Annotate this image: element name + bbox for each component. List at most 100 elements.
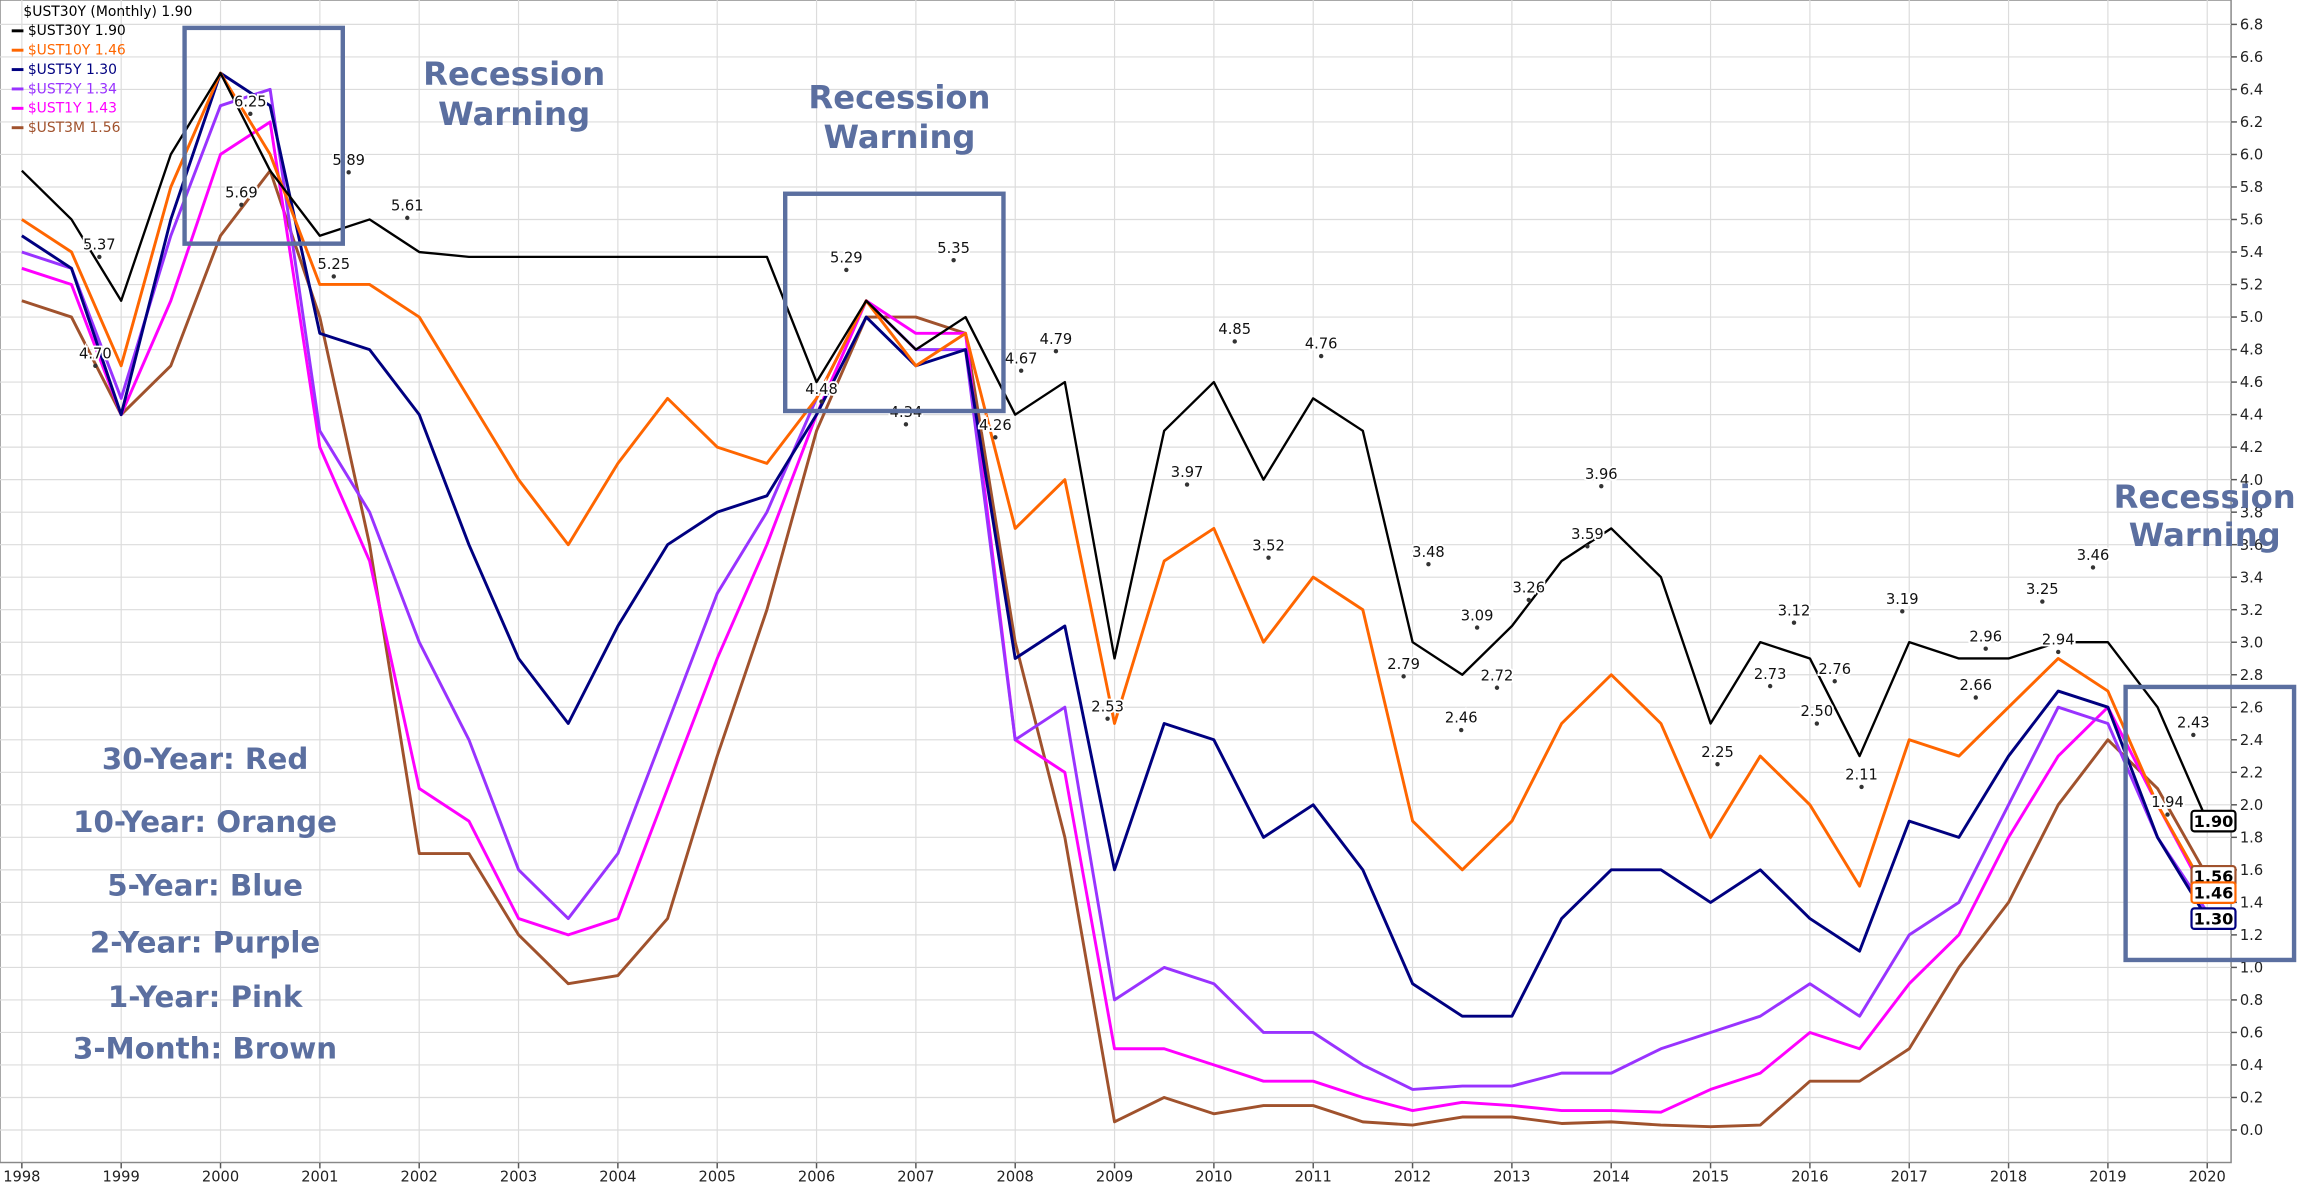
point-marker <box>97 254 102 260</box>
y-tick-label: 1.0 <box>2240 960 2263 977</box>
x-tick-label: 2000 <box>202 1169 239 1186</box>
point-marker <box>346 170 351 175</box>
recession-note: Recession <box>423 55 605 93</box>
x-tick-label: 2004 <box>599 1169 636 1186</box>
y-tick-label: 5.8 <box>2240 179 2263 196</box>
point-label: 5.25 <box>317 256 350 273</box>
y-tick-label: 1.6 <box>2240 862 2263 879</box>
end-label-box <box>2190 809 2237 833</box>
end-label-box <box>2190 881 2237 904</box>
point-marker <box>1791 620 1797 625</box>
recession-note: Warning <box>823 118 975 156</box>
x-tick-label: 2016 <box>1791 1169 1828 1186</box>
point-label: 2.25 <box>1701 744 1734 761</box>
y-tick-label: 2.6 <box>2240 699 2263 716</box>
point-marker <box>1426 561 1431 567</box>
point-marker <box>1184 482 1190 487</box>
point-marker <box>1983 646 1988 651</box>
key-note: 1-Year: Pink <box>108 980 304 1014</box>
point-label: 3.59 <box>1571 526 1604 543</box>
y-tick-label: 0.2 <box>2240 1090 2263 1107</box>
point-marker <box>903 422 909 427</box>
x-tick-label: 2011 <box>1295 1169 1332 1186</box>
series-line <box>21 71 2209 894</box>
point-marker <box>239 202 244 208</box>
plot-area <box>0 0 2232 1164</box>
x-tick-label: 2010 <box>1195 1169 1232 1186</box>
point-label: 1.94 <box>2151 794 2184 811</box>
x-tick-label: 2019 <box>2089 1169 2126 1186</box>
y-tick-label: 3.2 <box>2240 602 2263 619</box>
y-tick-label: 1.8 <box>2240 829 2263 846</box>
point-label: 2.46 <box>1445 710 1478 727</box>
point-label: 4.67 <box>1005 350 1038 367</box>
point-marker <box>1900 609 1905 614</box>
series-line <box>21 169 2209 1129</box>
point-marker <box>1018 368 1024 373</box>
point-marker <box>1767 683 1773 689</box>
point-label: 2.50 <box>1801 703 1834 720</box>
y-tick-label: 4.4 <box>2240 407 2263 424</box>
point-label: 6.25 <box>234 93 267 110</box>
end-label: 1.30 <box>2194 909 2234 928</box>
series-line <box>21 71 2209 822</box>
point-marker <box>248 111 253 117</box>
recession-note: Recession <box>2114 478 2296 516</box>
y-tick-label: 1.2 <box>2240 927 2263 944</box>
point-marker <box>1401 674 1406 679</box>
point-marker <box>819 399 824 404</box>
legend-label: $UST10Y 1.46 <box>28 43 126 59</box>
point-marker <box>1105 716 1110 721</box>
y-tick-label: 4.8 <box>2240 342 2263 359</box>
point-marker <box>331 274 336 279</box>
point-label: 5.37 <box>83 237 116 254</box>
x-tick-label: 2007 <box>897 1169 934 1186</box>
recession-note: Warning <box>438 95 590 133</box>
y-tick-label: 6.8 <box>2240 17 2263 34</box>
point-marker <box>1599 483 1604 489</box>
y-tick-label: 0.6 <box>2240 1025 2263 1042</box>
point-marker <box>844 267 849 273</box>
point-label: 3.96 <box>1585 466 1618 483</box>
y-tick-label: 2.2 <box>2240 764 2263 781</box>
point-label: 5.29 <box>830 250 863 267</box>
point-marker <box>1814 721 1820 726</box>
point-label: 3.19 <box>1886 591 1919 608</box>
point-label: 3.12 <box>1778 602 1811 619</box>
x-tick-label: 2020 <box>2189 1169 2226 1186</box>
point-label: 5.69 <box>225 185 258 202</box>
recession-box <box>182 25 345 246</box>
key-note: 5-Year: Blue <box>107 868 303 902</box>
point-marker <box>1585 544 1590 549</box>
key-note: 30-Year: Red <box>102 742 308 776</box>
point-label: 2.73 <box>1754 666 1787 683</box>
point-label: 4.79 <box>1040 331 1073 348</box>
y-tick-label: 6.6 <box>2240 49 2263 66</box>
y-tick-label: 4.6 <box>2240 374 2263 391</box>
point-label: 4.85 <box>1218 321 1251 338</box>
y-tick-label: 1.4 <box>2240 894 2263 911</box>
point-marker <box>1715 761 1720 767</box>
y-tick-label: 2.0 <box>2240 797 2263 814</box>
point-label: 2.76 <box>1818 661 1851 678</box>
x-tick-label: 2012 <box>1394 1169 1431 1186</box>
recession-box <box>2123 684 2297 963</box>
end-label-box <box>2190 907 2237 931</box>
point-marker <box>951 257 956 263</box>
x-tick-label: 2009 <box>1096 1169 1133 1186</box>
y-tick-label: 5.0 <box>2240 309 2263 326</box>
point-label: 3.97 <box>1171 464 1204 481</box>
point-label: 4.48 <box>805 381 838 398</box>
point-label: 3.48 <box>1412 544 1445 561</box>
point-label: 5.35 <box>937 240 970 257</box>
y-tick-label: 6.4 <box>2240 82 2263 99</box>
x-tick-label: 2001 <box>301 1169 338 1186</box>
y-tick-label: 0.8 <box>2240 992 2263 1009</box>
series-line <box>21 120 2209 1114</box>
point-label: 2.94 <box>2042 632 2075 649</box>
key-note: 10-Year: Orange <box>73 805 337 839</box>
point-label: 3.46 <box>2077 547 2110 564</box>
point-label: 2.53 <box>1091 698 1124 715</box>
